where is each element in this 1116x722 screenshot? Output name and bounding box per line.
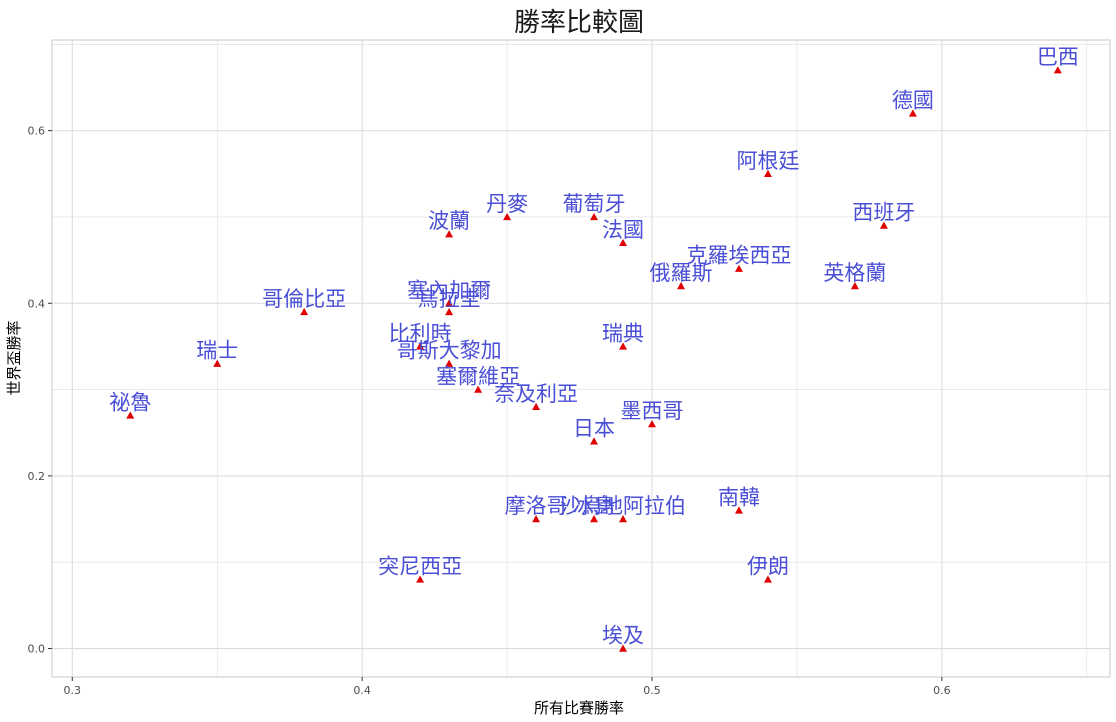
x-axis-ticks: 0.3 0.4 0.5 0.6	[64, 677, 951, 697]
point-label: 墨西哥	[621, 399, 684, 423]
y-axis-ticks: 0.0 0.2 0.4 0.6	[28, 125, 52, 656]
point-label: 巴西	[1037, 45, 1079, 69]
data-point-triangle	[445, 307, 454, 316]
data-point-triangle	[532, 515, 541, 523]
data-point-triangle	[416, 575, 425, 583]
point-label: 瑞典	[602, 321, 644, 345]
data-point-triangle	[677, 281, 686, 290]
data-point-triangle	[532, 402, 541, 411]
point-label: 冰島	[573, 494, 615, 518]
data-point-triangle	[300, 307, 309, 316]
data-point-triangle	[619, 644, 628, 652]
x-tick-label: 0.6	[933, 684, 951, 697]
point-label: 哥倫比亞	[262, 287, 346, 311]
point-label: 摩洛哥	[505, 494, 568, 518]
point-label: 突尼西亞	[378, 554, 462, 578]
point-label: 丹麥	[486, 192, 528, 216]
data-point-triangle	[734, 264, 743, 272]
data-point-triangle	[648, 420, 657, 428]
point-label: 葡萄牙	[563, 192, 626, 216]
data-point-triangle	[126, 411, 135, 419]
data-point-triangle	[445, 299, 454, 307]
y-axis-title: 世界盃勝率	[5, 320, 23, 395]
point-label: 瑞士	[196, 339, 238, 363]
data-point-triangle	[445, 359, 454, 367]
data-point-triangle	[416, 342, 425, 350]
point-label: 塞爾維亞	[436, 365, 520, 389]
point-label: 祕魯	[109, 390, 151, 414]
x-tick-label: 0.4	[353, 684, 371, 697]
data-point-triangle	[590, 515, 599, 523]
point-label: 埃及	[602, 624, 644, 648]
point-label: 英格蘭	[823, 261, 886, 285]
data-point-triangle	[619, 238, 628, 247]
point-label: 伊朗	[747, 554, 789, 578]
x-axis-title: 所有比賽勝率	[534, 699, 624, 717]
y-tick-label: 0.0	[28, 643, 46, 656]
point-label: 日本	[573, 416, 615, 440]
point-label: 烏拉圭	[418, 287, 481, 311]
x-tick-label: 0.3	[64, 684, 82, 697]
point-label: 德國	[892, 88, 934, 112]
panel-border	[51, 39, 1111, 678]
data-point-triangle	[908, 109, 917, 117]
data-point-triangle	[590, 212, 599, 221]
x-tick-label: 0.5	[643, 684, 661, 697]
data-point-triangle	[503, 212, 512, 221]
point-label: 比利時	[389, 321, 452, 345]
y-tick-label: 0.2	[28, 470, 46, 483]
data-points	[126, 66, 1062, 652]
data-point-triangle	[1053, 66, 1062, 74]
point-label: 南韓	[718, 485, 760, 509]
data-point-triangle	[445, 230, 454, 238]
point-label: 波蘭	[428, 209, 470, 233]
point-label: 俄羅斯	[650, 261, 713, 285]
data-point-triangle	[590, 437, 599, 445]
data-point-triangle	[763, 169, 772, 177]
point-label: 阿根廷	[736, 149, 799, 173]
data-point-triangle	[619, 515, 628, 523]
y-tick-label: 0.4	[28, 297, 46, 310]
data-point-triangle	[213, 359, 222, 367]
point-label: 克羅埃西亞	[686, 244, 791, 268]
grid-lines	[52, 40, 1110, 677]
point-label: 哥斯大黎加	[397, 339, 502, 363]
point-label: 法國	[602, 218, 644, 242]
data-point-triangle	[734, 506, 743, 514]
y-tick-label: 0.6	[28, 125, 46, 138]
point-label: 西班牙	[852, 201, 915, 225]
chart-title: 勝率比較圖	[514, 8, 644, 38]
data-point-triangle	[850, 281, 859, 290]
point-label: 奈及利亞	[494, 382, 578, 406]
point-label: 沙烏地阿拉伯	[560, 494, 686, 518]
data-point-triangle	[879, 221, 888, 229]
data-point-triangle	[474, 385, 483, 393]
data-point-triangle	[763, 575, 772, 583]
point-label: 塞內加爾	[407, 278, 491, 302]
data-point-triangle	[619, 342, 628, 350]
